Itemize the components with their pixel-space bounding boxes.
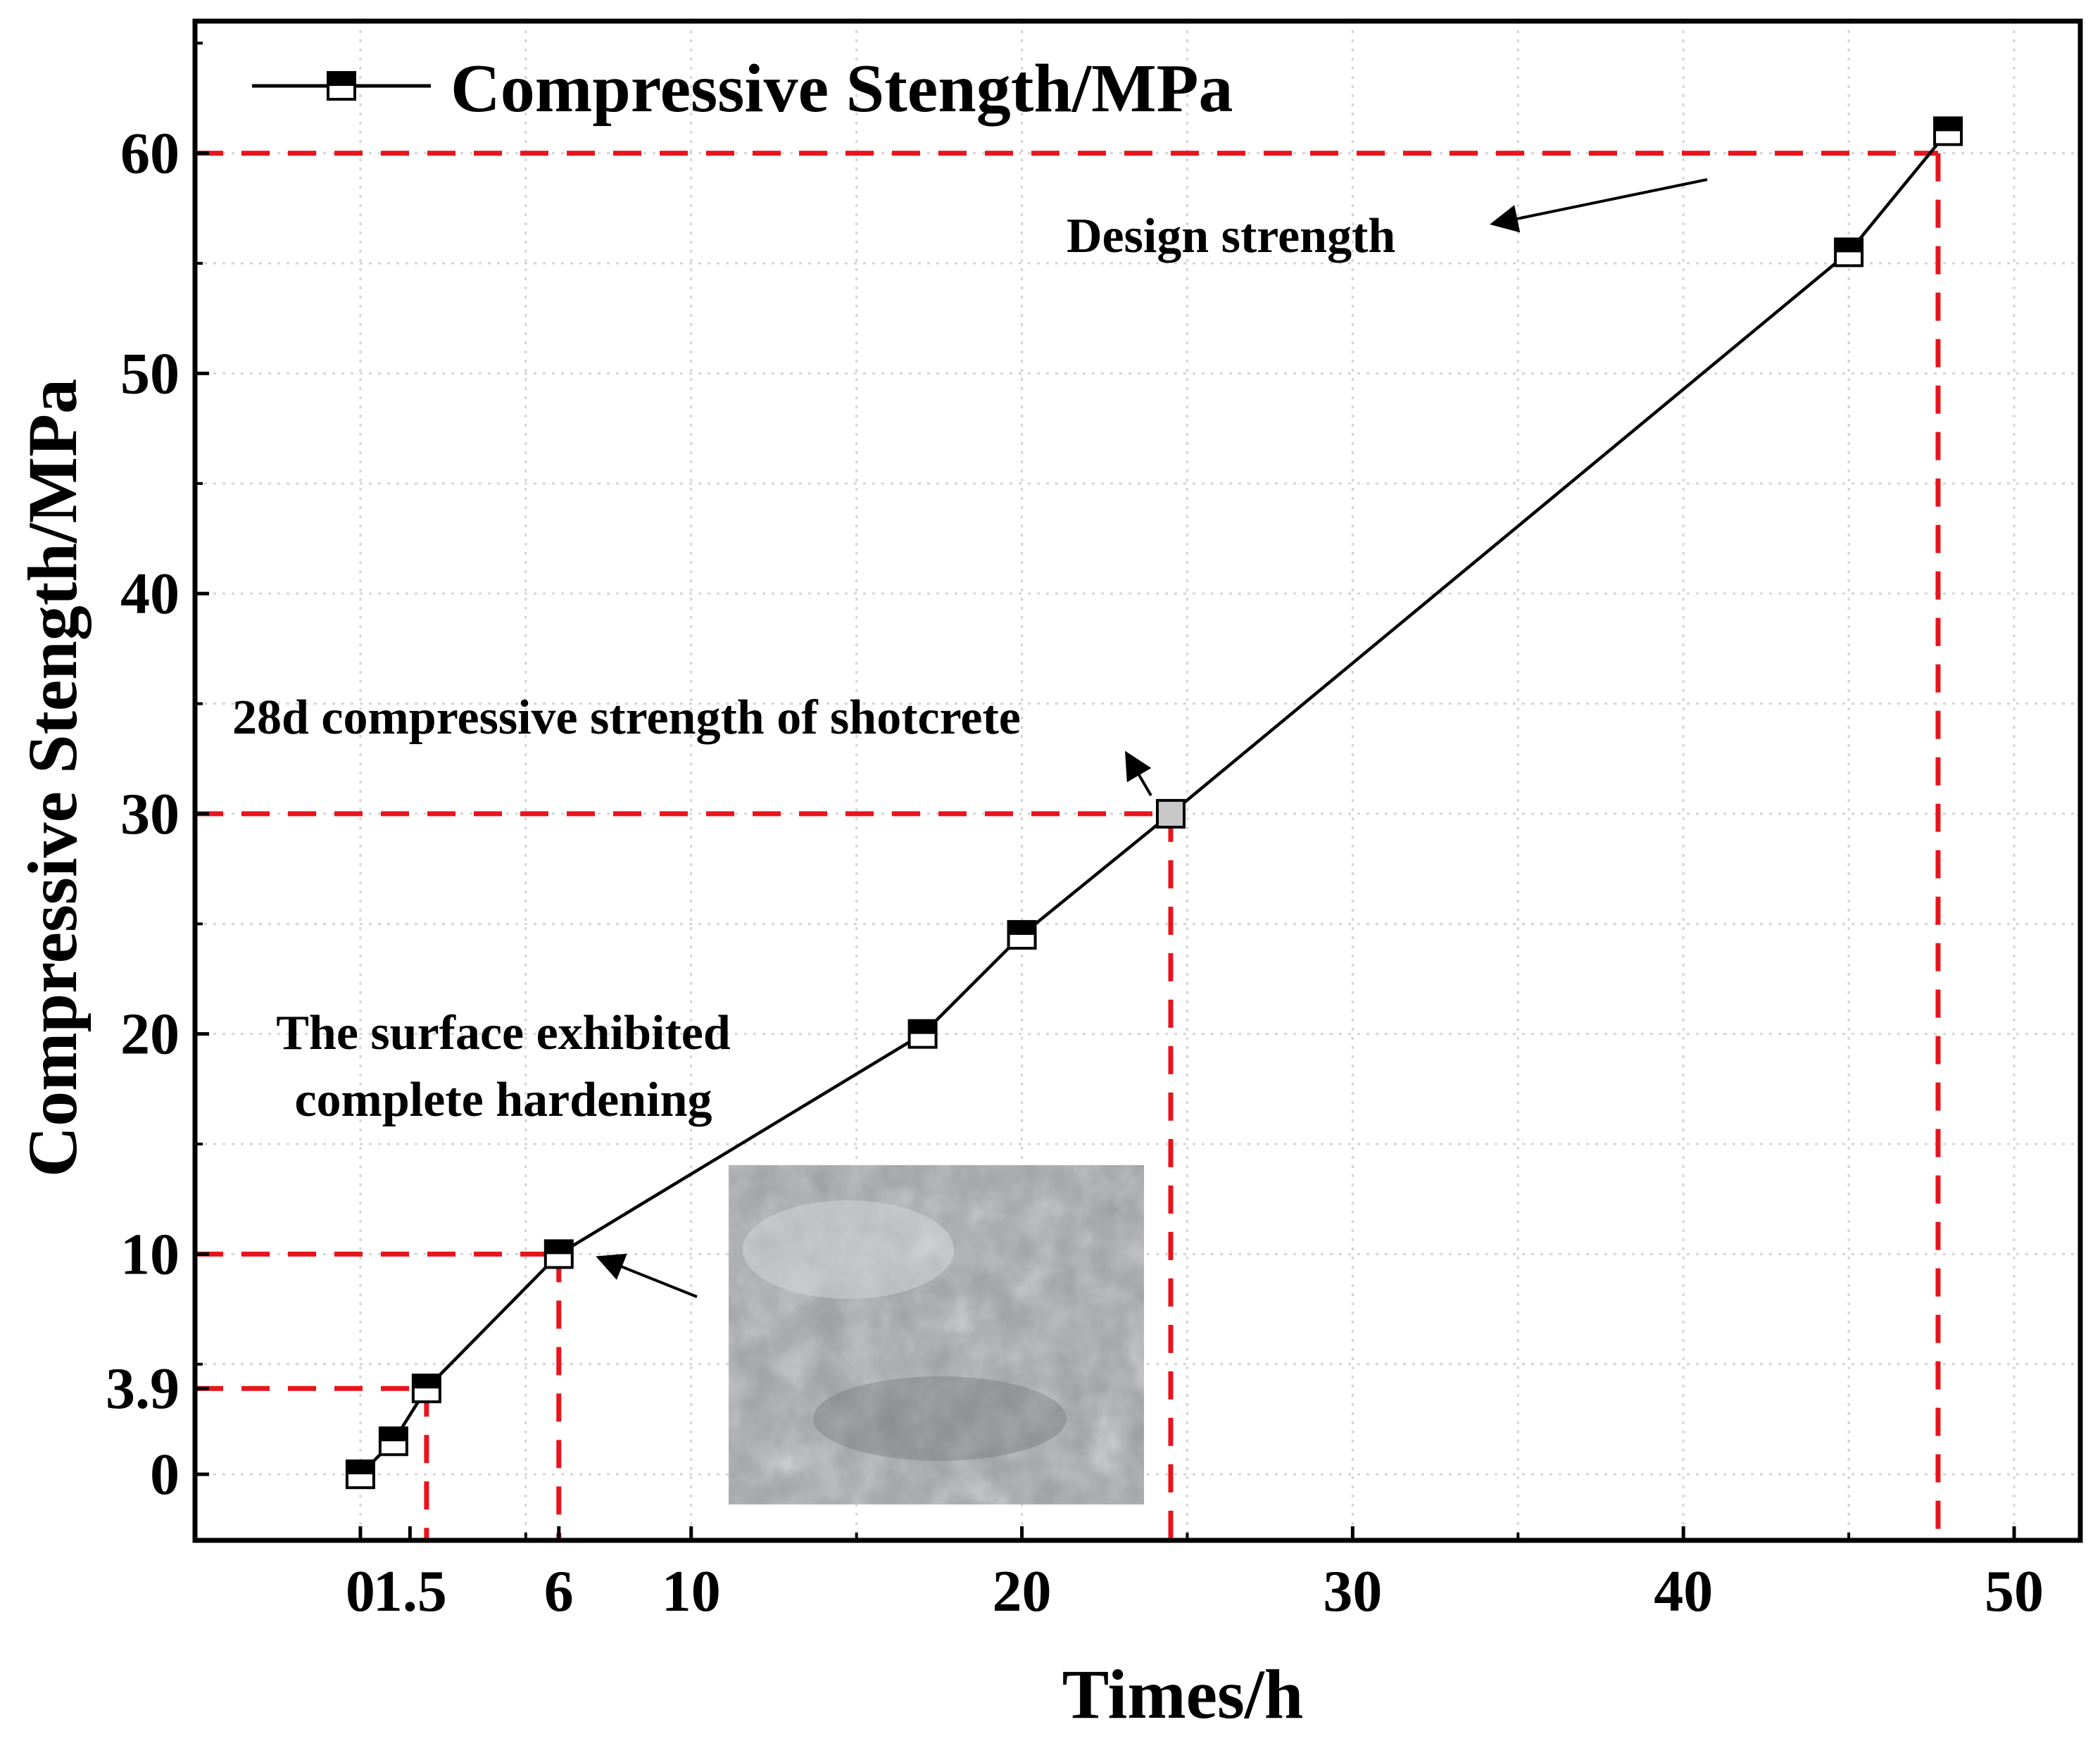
y-axis-title: Compressive Stength/MPa bbox=[13, 379, 92, 1177]
data-point bbox=[543, 1239, 574, 1269]
legend-label: Compressive Stength/MPa bbox=[451, 51, 1233, 127]
y-tick-label: 20 bbox=[120, 1002, 180, 1067]
x-tick-label: 20 bbox=[993, 1559, 1052, 1624]
hardening-label-line-2: complete hardening bbox=[294, 1073, 712, 1127]
marker-fill-half bbox=[545, 1240, 572, 1255]
x-axis-title: Times/h bbox=[1062, 1655, 1304, 1733]
y-tick-label: 60 bbox=[120, 121, 180, 187]
x-tick-label: 0 bbox=[346, 1559, 375, 1624]
shotcrete-strength-label: 28d compressive strength of shotcrete bbox=[232, 691, 1021, 745]
marker-body bbox=[1155, 798, 1186, 829]
legend-marker-square bbox=[327, 71, 356, 101]
marker-fill-half bbox=[1835, 239, 1863, 253]
data-point bbox=[411, 1374, 441, 1404]
x-tick-label: 10 bbox=[662, 1559, 721, 1624]
marker-fill-half bbox=[379, 1428, 407, 1442]
x-tick-label: 30 bbox=[1323, 1559, 1382, 1624]
y-tick-label: 50 bbox=[120, 341, 180, 406]
design-strength-label: Design strength bbox=[1067, 209, 1395, 263]
y-tick-label: 3.9 bbox=[106, 1356, 180, 1421]
marker-fill-half bbox=[1008, 921, 1036, 935]
photo-highlight bbox=[743, 1200, 954, 1299]
reference-lines bbox=[195, 151, 1941, 1540]
x-tick-label: 40 bbox=[1654, 1559, 1713, 1624]
data-point bbox=[1933, 116, 1963, 146]
data-point bbox=[907, 1019, 938, 1049]
data-point bbox=[1155, 798, 1186, 829]
y-tick-label: 0 bbox=[150, 1442, 180, 1507]
x-tick-label: 1.5 bbox=[373, 1559, 447, 1624]
photo-shadow bbox=[813, 1376, 1067, 1461]
photo-texture bbox=[729, 1165, 1144, 1504]
marker-fill-half bbox=[909, 1020, 936, 1034]
inset-photo-layer bbox=[729, 1165, 1144, 1504]
concrete-surface-photo bbox=[729, 1165, 1144, 1504]
series-layer bbox=[345, 116, 1963, 1490]
x-tick-label: 6 bbox=[544, 1559, 574, 1624]
shotcrete-strength-arrow bbox=[1124, 750, 1152, 797]
marker-fill-half bbox=[328, 73, 355, 86]
data-point bbox=[1834, 237, 1864, 268]
marker-fill-half bbox=[346, 1461, 374, 1475]
y-tick-label: 40 bbox=[120, 561, 180, 627]
data-point bbox=[345, 1459, 375, 1490]
design-strength-arrow bbox=[1490, 178, 1708, 233]
x-tick-label: 50 bbox=[1985, 1559, 2044, 1624]
y-tick-label: 30 bbox=[120, 781, 180, 847]
data-point bbox=[1007, 919, 1037, 950]
marker-fill-half bbox=[1935, 118, 1962, 132]
legend: Compressive Stength/MPa bbox=[252, 51, 1233, 127]
legend-marker bbox=[327, 71, 356, 101]
marker-fill-half bbox=[413, 1375, 440, 1389]
plot-frame bbox=[192, 18, 2083, 1543]
data-point bbox=[378, 1426, 408, 1457]
hardening-arrow bbox=[596, 1253, 698, 1298]
hardening-label-line-1: The surface exhibited bbox=[276, 1006, 731, 1060]
y-tick-label: 10 bbox=[120, 1221, 180, 1287]
